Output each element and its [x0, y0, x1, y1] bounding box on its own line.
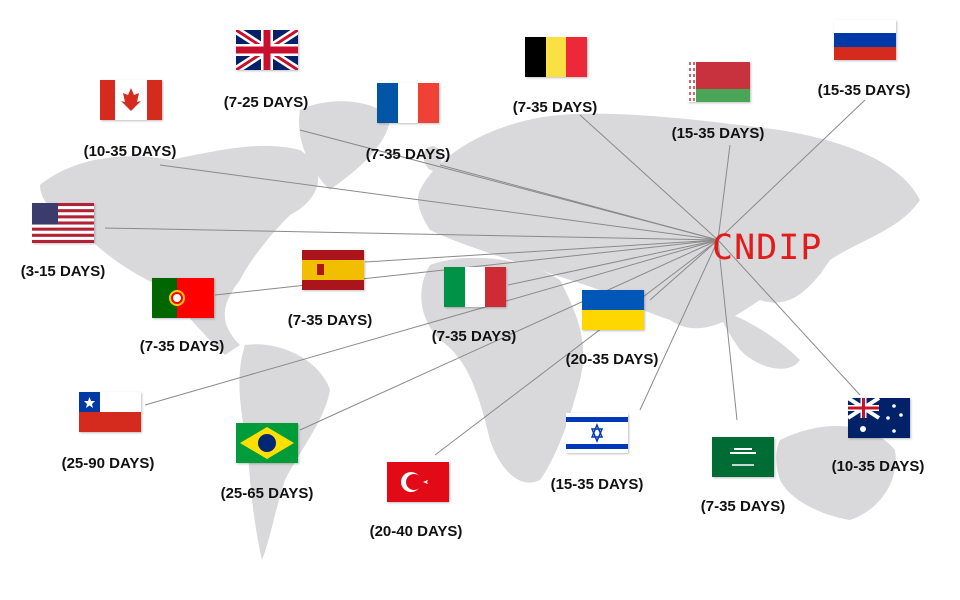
japan — [812, 230, 826, 275]
route-line-saudi-arabia — [717, 239, 738, 421]
belgium-delivery-days: (7-35 DAYS) — [512, 99, 598, 116]
route-line-belarus — [717, 144, 731, 241]
belgium-flag-icon — [525, 37, 587, 77]
ukraine-delivery-days: (20-35 DAYS) — [565, 351, 659, 368]
route-line-chile — [144, 239, 719, 406]
route-line-russia — [717, 99, 866, 241]
united-kingdom-flag-icon — [236, 30, 298, 70]
canada-delivery-days: (10-35 DAYS) — [83, 143, 177, 160]
italy-flag-icon — [444, 267, 506, 307]
route-line-belgium — [579, 114, 719, 241]
saudi-arabia-flag-icon — [712, 437, 774, 477]
north-america — [40, 145, 319, 355]
turkey-flag-icon — [387, 462, 449, 502]
australia-continent — [776, 426, 896, 520]
greenland — [299, 101, 390, 190]
belarus-delivery-days: (15-35 DAYS) — [671, 125, 765, 142]
turkey-delivery-days: (20-40 DAYS) — [369, 523, 463, 540]
russia-flag-icon — [834, 20, 896, 60]
route-line-spain — [364, 239, 719, 263]
route-line-united-states — [104, 227, 719, 241]
route-line-australia — [717, 239, 861, 396]
france-flag-icon — [377, 83, 439, 123]
chile-flag-icon — [79, 392, 141, 432]
australia-delivery-days: (10-35 DAYS) — [831, 458, 925, 475]
canada-flag-icon — [100, 80, 162, 120]
route-line-brazil — [299, 239, 719, 431]
ukraine-flag-icon — [582, 290, 644, 330]
united-states-flag-icon — [32, 203, 94, 243]
route-line-canada — [159, 164, 719, 241]
brazil-delivery-days: (25-65 DAYS) — [220, 485, 314, 502]
spain-delivery-days: (7-35 DAYS) — [287, 312, 373, 329]
route-line-ukraine — [649, 239, 719, 301]
route-line-turkey — [434, 239, 719, 456]
saudi-arabia-delivery-days: (7-35 DAYS) — [700, 498, 786, 515]
france-delivery-days: (7-35 DAYS) — [365, 146, 451, 163]
israel-flag-icon — [566, 413, 628, 453]
united-states-delivery-days: (3-15 DAYS) — [20, 263, 106, 280]
uk-island — [423, 146, 442, 172]
belarus-flag-icon — [688, 62, 750, 102]
israel-delivery-days: (15-35 DAYS) — [550, 476, 644, 493]
route-line-italy — [507, 239, 719, 286]
hub-label: CNDIP — [712, 228, 823, 268]
south-east-asia — [720, 310, 800, 369]
spain-flag-icon — [302, 250, 364, 290]
australia-flag-icon — [848, 398, 910, 438]
chile-delivery-days: (25-90 DAYS) — [61, 455, 155, 472]
united-kingdom-delivery-days: (7-25 DAYS) — [223, 94, 309, 111]
route-line-israel — [639, 239, 719, 411]
route-line-france — [439, 164, 719, 241]
portugal-delivery-days: (7-35 DAYS) — [139, 338, 225, 355]
italy-delivery-days: (7-35 DAYS) — [431, 328, 517, 345]
portugal-flag-icon — [152, 278, 214, 318]
brazil-flag-icon — [236, 423, 298, 463]
russia-delivery-days: (15-35 DAYS) — [817, 82, 911, 99]
